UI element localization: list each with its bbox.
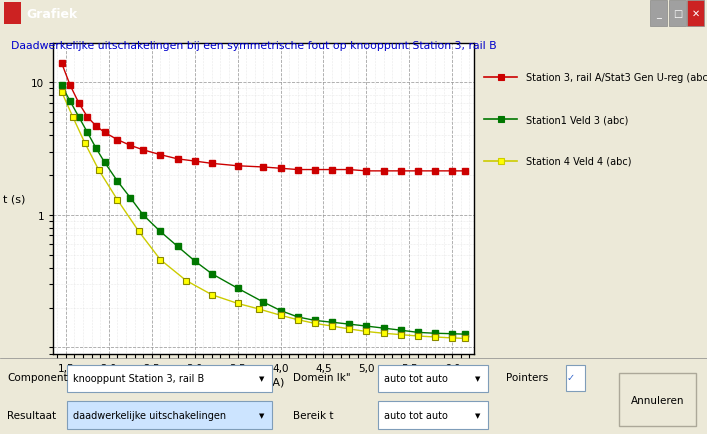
Text: knooppunt Station 3, rail B: knooppunt Station 3, rail B bbox=[73, 374, 204, 384]
Text: ✓: ✓ bbox=[566, 372, 574, 382]
Text: auto tot auto: auto tot auto bbox=[384, 374, 448, 384]
X-axis label: Ik" (kA): Ik" (kA) bbox=[243, 377, 284, 387]
Bar bbox=[619, 373, 696, 426]
Text: ▼: ▼ bbox=[259, 375, 265, 381]
Text: Station 4 Veld 4 (abc): Station 4 Veld 4 (abc) bbox=[526, 157, 632, 167]
Text: Station1 Veld 3 (abc): Station1 Veld 3 (abc) bbox=[526, 115, 629, 125]
Text: Component: Component bbox=[7, 372, 68, 382]
Text: Daadwerkelijke uitschakelingen bij een symmetrische fout op knooppunt Station 3,: Daadwerkelijke uitschakelingen bij een s… bbox=[11, 41, 496, 51]
Bar bbox=[650, 1, 667, 27]
Bar bbox=[669, 1, 686, 27]
Text: Domein Ik": Domein Ik" bbox=[293, 372, 351, 382]
Text: daadwerkelijke uitschakelingen: daadwerkelijke uitschakelingen bbox=[73, 410, 226, 420]
Bar bbox=[67, 365, 272, 392]
Text: ✕: ✕ bbox=[691, 9, 700, 19]
Text: auto tot auto: auto tot auto bbox=[384, 410, 448, 420]
Bar bbox=[4, 3, 21, 25]
Bar bbox=[687, 1, 704, 27]
Text: □: □ bbox=[672, 9, 682, 19]
Text: Bereik t: Bereik t bbox=[293, 410, 334, 420]
Bar bbox=[566, 365, 585, 391]
Bar bbox=[67, 401, 272, 429]
Text: Pointers: Pointers bbox=[506, 372, 548, 382]
Y-axis label: t (s): t (s) bbox=[3, 194, 25, 204]
Text: _: _ bbox=[657, 9, 661, 19]
Text: ▼: ▼ bbox=[475, 412, 481, 418]
Text: ▼: ▼ bbox=[259, 412, 265, 418]
Text: Annuleren: Annuleren bbox=[631, 395, 684, 405]
Text: Resultaat: Resultaat bbox=[7, 410, 56, 420]
Bar bbox=[378, 401, 488, 429]
Text: Grafiek: Grafiek bbox=[27, 8, 78, 20]
Text: Station 3, rail A/Stat3 Gen U-reg (abc): Station 3, rail A/Stat3 Gen U-reg (abc) bbox=[526, 73, 707, 83]
Text: ▼: ▼ bbox=[475, 375, 481, 381]
Bar bbox=[378, 365, 488, 392]
